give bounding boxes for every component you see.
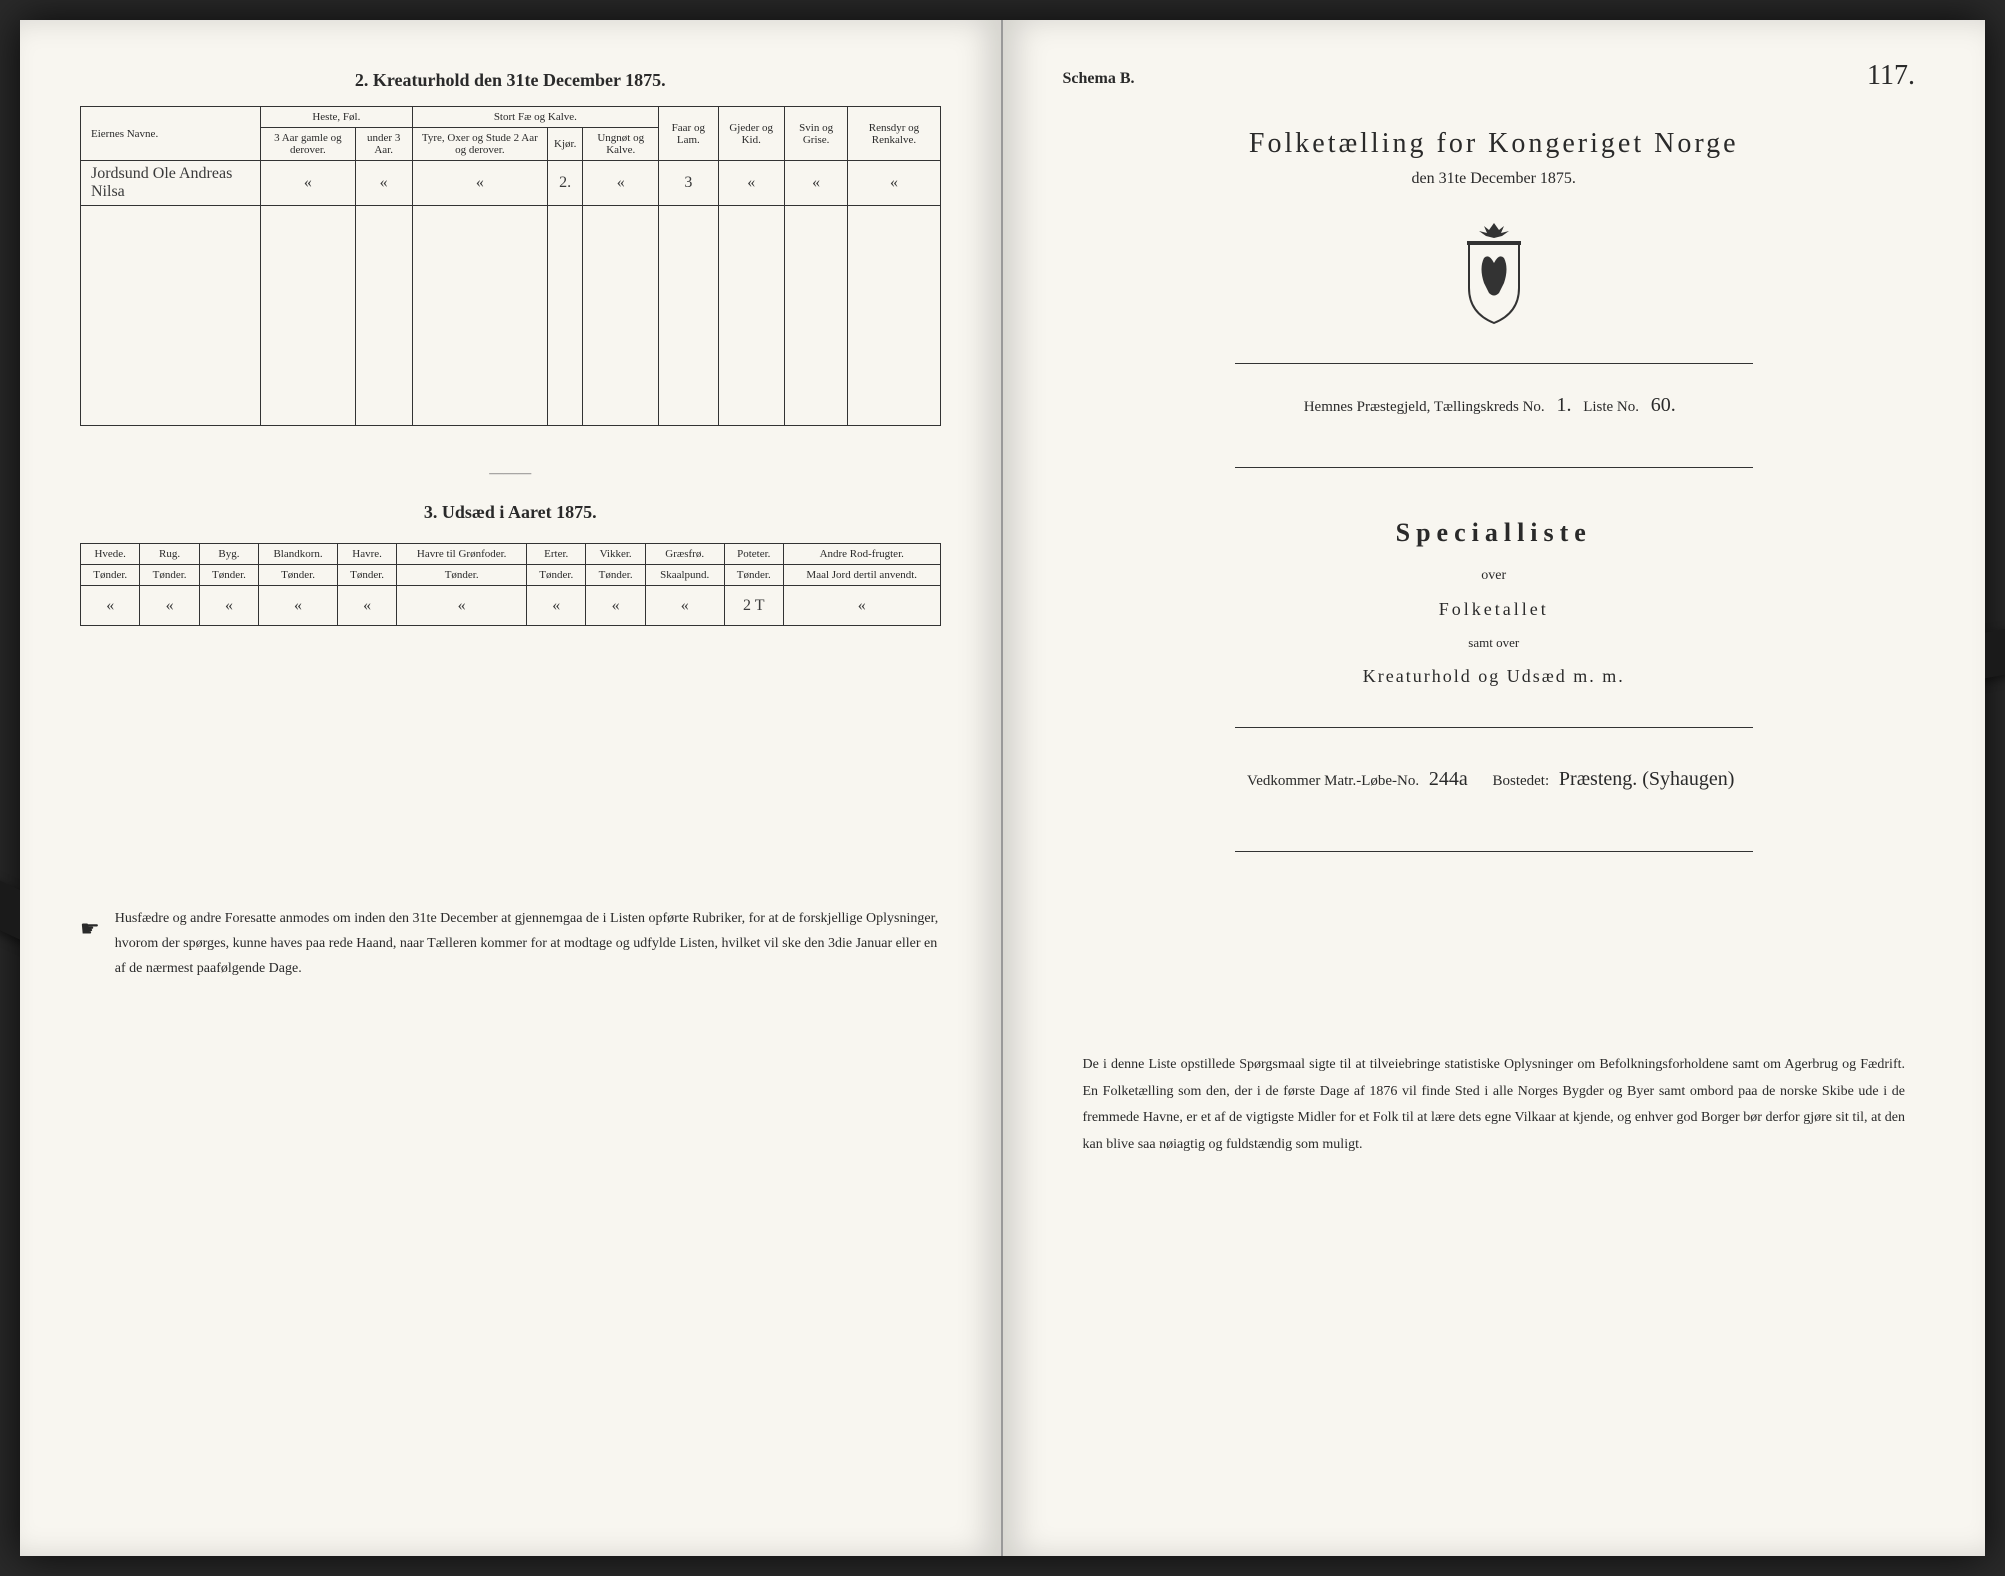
th-cattle-3: Ungnøt og Kalve. (583, 128, 659, 161)
empty-rows (81, 206, 941, 426)
th-unit: Skaalpund. (645, 565, 724, 586)
th-peas: Erter. (527, 544, 586, 565)
pointing-hand-icon: ☛ (80, 909, 100, 982)
specialliste-heading: Specialliste (1063, 518, 1926, 548)
coat-of-arms-icon (1063, 218, 1926, 333)
th-unit: Tønder. (337, 565, 396, 586)
cell: « (848, 161, 940, 206)
th-barley: Byg. (199, 544, 258, 565)
seed-table: Hvede. Rug. Byg. Blandkorn. Havre. Havre… (80, 543, 941, 626)
livestock-table: Eiernes Navne. Heste, Føl. Stort Fæ og K… (80, 106, 941, 426)
th-unit: Tønder. (199, 565, 258, 586)
th-horses-2: under 3 Aar. (355, 128, 412, 161)
th-pigs: Svin og Grise. (784, 107, 848, 161)
liste-label: Liste No. (1583, 399, 1639, 415)
cell: « (81, 586, 140, 626)
th-unit: Tønder. (397, 565, 527, 586)
meta-line: Hemnes Præstegjeld, Tællingskreds No. 1.… (1063, 394, 1926, 417)
cell: « (355, 161, 412, 206)
th-sheep: Faar og Lam. (659, 107, 718, 161)
cell: « (783, 586, 940, 626)
th-potatoes: Poteter. (724, 544, 783, 565)
vedkommer-line: Vedkommer Matr.-Løbe-No. 244a Bostedet: … (1063, 768, 1926, 791)
cell: « (199, 586, 258, 626)
rule (1235, 467, 1753, 468)
kreatur-heading: Kreaturhold og Udsæd m. m. (1063, 666, 1926, 687)
th-rye: Rug. (140, 544, 199, 565)
instructions-text: Husfædre og andre Foresatte anmodes om i… (115, 906, 941, 982)
th-oats: Havre. (337, 544, 396, 565)
cell: « (784, 161, 848, 206)
section3-title: 3. Udsæd i Aaret 1875. (80, 502, 941, 523)
th-unit: Tønder. (81, 565, 140, 586)
left-page: 2. Kreaturhold den 31te December 1875. E… (20, 20, 1003, 1556)
bottom-paragraph: De i denne Liste opstillede Spørgsmaal s… (1063, 1052, 1926, 1158)
over-text: over (1063, 568, 1926, 584)
kreds-no: 1. (1548, 394, 1579, 416)
rule (1235, 363, 1753, 364)
cell: « (718, 161, 784, 206)
th-name: Eiernes Navne. (81, 107, 261, 161)
th-unit: Tønder. (586, 565, 645, 586)
th-cattle-2: Kjør. (548, 128, 583, 161)
cell: « (397, 586, 527, 626)
th-horses-1: 3 Aar gamle og derover. (261, 128, 356, 161)
rule (1235, 727, 1753, 728)
th-horses: Heste, Føl. (261, 107, 413, 128)
bostedet-label: Bostedet: (1492, 773, 1549, 789)
th-unit: Tønder. (140, 565, 199, 586)
praestegjeld-label: Hemnes Præstegjeld, Tællingskreds No. (1304, 399, 1545, 415)
th-unit: Tønder. (527, 565, 586, 586)
folketallet-heading: Folketallet (1063, 599, 1926, 620)
vedkommer-label: Vedkommer Matr.-Løbe-No. (1247, 773, 1419, 789)
th-grass: Græsfrø. (645, 544, 724, 565)
liste-no: 60. (1643, 394, 1684, 416)
th-goats: Gjeder og Kid. (718, 107, 784, 161)
subtitle: den 31te December 1875. (1063, 170, 1926, 188)
th-mixed: Blandkorn. (259, 544, 338, 565)
cell: 3 (659, 161, 718, 206)
th-roots: Andre Rod-frugter. (783, 544, 940, 565)
book-spread: 2. Kreaturhold den 31te December 1875. E… (20, 20, 1985, 1556)
bosted-value: Præsteng. (Syhaugen) (1553, 768, 1741, 790)
th-oatsgreen: Havre til Grønfoder. (397, 544, 527, 565)
schema-label: Schema B. (1063, 70, 1926, 88)
table-row: « « « « « « « « « 2 T « (81, 586, 941, 626)
cell: « (527, 586, 586, 626)
th-unit: Tønder. (724, 565, 783, 586)
instructions-block: ☛ Husfædre og andre Foresatte anmodes om… (80, 906, 941, 982)
cell: 2. (548, 161, 583, 206)
th-unit: Tønder. (259, 565, 338, 586)
th-wheat: Hvede. (81, 544, 140, 565)
matr-no: 244a (1423, 768, 1474, 790)
cell: 2 T (724, 586, 783, 626)
table-row: Jordsund Ole Andreas Nilsa « « « 2. « 3 … (81, 161, 941, 206)
cell: « (583, 161, 659, 206)
samt-text: samt over (1063, 635, 1926, 651)
cell: « (586, 586, 645, 626)
th-cattle: Stort Fæ og Kalve. (412, 107, 658, 128)
th-vetches: Vikker. (586, 544, 645, 565)
cell-name: Jordsund Ole Andreas Nilsa (81, 161, 261, 206)
cell: « (412, 161, 547, 206)
th-reindeer: Rensdyr og Renkalve. (848, 107, 940, 161)
right-page: Schema B. 117. Folketælling for Kongerig… (1003, 20, 1986, 1556)
cell: « (645, 586, 724, 626)
cell: « (337, 586, 396, 626)
cell: « (259, 586, 338, 626)
cell: « (261, 161, 356, 206)
th-unit: Maal Jord dertil anvendt. (783, 565, 940, 586)
cell: « (140, 586, 199, 626)
section2-title: 2. Kreaturhold den 31te December 1875. (80, 70, 941, 91)
th-cattle-1: Tyre, Oxer og Stude 2 Aar og derover. (412, 128, 547, 161)
rule (1235, 851, 1753, 852)
main-title: Folketælling for Kongeriget Norge (1063, 128, 1926, 160)
divider: ——— (80, 466, 941, 482)
page-number: 117. (1867, 60, 1915, 92)
